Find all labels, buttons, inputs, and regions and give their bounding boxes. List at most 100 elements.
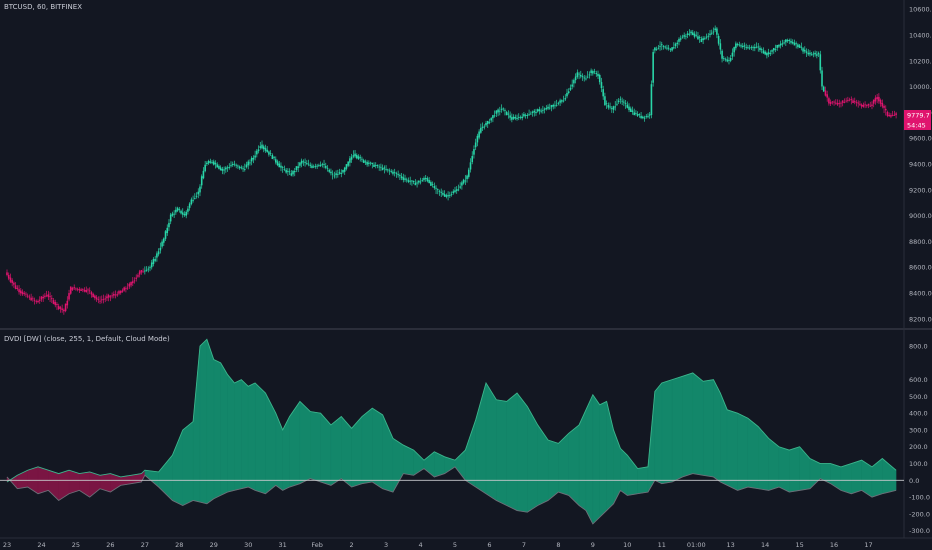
candle-body [554, 105, 556, 107]
candle-body [754, 47, 756, 49]
candle-body [735, 43, 737, 49]
candle-body [698, 37, 701, 38]
candle-body [878, 96, 880, 102]
candle-body [467, 169, 470, 177]
price-tick-label: 8600.0 [909, 264, 932, 272]
candle-body [187, 208, 189, 212]
candle-body [404, 178, 406, 180]
candle-body [111, 295, 113, 297]
candle-body [821, 70, 823, 87]
candle-body [323, 164, 325, 165]
price-axis: 10600.010400.010200.010000.09800.09600.0… [909, 6, 932, 324]
candle-body [383, 167, 386, 169]
candle-body [181, 212, 184, 215]
candle-body [92, 293, 94, 298]
candle-body [803, 49, 806, 52]
candle-body [869, 105, 872, 107]
candle-body [461, 182, 463, 186]
indicator-tick-label: 600.0 [909, 376, 928, 384]
last-price-label: 9779.7 [907, 112, 930, 120]
candle-body [888, 114, 891, 117]
candle-body [840, 102, 842, 104]
candle-body [407, 180, 410, 183]
candle-body [793, 42, 796, 46]
candle-body [566, 92, 568, 97]
cloud-segment [172, 429, 183, 506]
candle-body [59, 307, 62, 309]
candle-body [440, 191, 443, 193]
candle-body [785, 39, 787, 43]
candle-body [676, 42, 679, 44]
candle-body [511, 117, 513, 120]
cloud-segment [248, 382, 256, 491]
candle-body [638, 114, 641, 116]
cloud-segment [654, 382, 662, 484]
candle-body [723, 58, 725, 59]
candle-body [679, 38, 682, 40]
candle-body [750, 47, 753, 48]
candle-body [890, 114, 892, 117]
candle-body [557, 102, 560, 104]
candle-body [335, 173, 337, 175]
candle-body [131, 281, 134, 284]
candle-body [697, 36, 699, 40]
candle-body [373, 164, 375, 167]
candle-body [44, 295, 46, 297]
candle-body [38, 299, 41, 301]
candle-body [707, 35, 710, 37]
candle-body [63, 309, 65, 312]
candle-body [474, 142, 477, 148]
candle-body [269, 153, 272, 155]
indicator-tick-label: 300.0 [909, 426, 928, 434]
cloud-segment [485, 382, 497, 501]
candle-body [14, 285, 17, 289]
candle-body [607, 104, 610, 108]
candle-body [486, 120, 489, 124]
time-tick-label: 3 [384, 541, 388, 549]
candle-body [388, 170, 391, 172]
candle-body [874, 97, 877, 102]
candle-body [180, 210, 182, 214]
candle-body [433, 185, 436, 188]
candle-body [454, 190, 456, 192]
candle-body [485, 122, 487, 126]
candle-body [847, 100, 849, 101]
candle-body [866, 105, 868, 107]
candle-body [207, 160, 210, 164]
cloud-segment [547, 439, 559, 501]
candle-body [590, 70, 592, 74]
candle-body [197, 191, 200, 195]
cloud-segment [727, 409, 738, 491]
candle-body [631, 110, 634, 112]
candle-body [533, 110, 536, 113]
candle-body [691, 32, 694, 36]
candle-body [23, 293, 26, 294]
time-axis: 23 24 25 26 27 28 29 30 31 Feb 2 3 4 5 6 7 8 9 10 11 01:00 13… [3, 541, 873, 549]
time-tick-label: 31 [279, 541, 287, 549]
candle-body [219, 167, 222, 171]
cloud-segment [568, 424, 580, 506]
time-tick-label: 8 [556, 541, 560, 549]
candle-body [812, 53, 815, 55]
candle-body [202, 170, 205, 179]
candle-body [829, 102, 832, 105]
candle-body [857, 102, 859, 104]
candle-body [564, 98, 567, 100]
price-tick-label: 9600.0 [909, 135, 932, 143]
cloud-segment [768, 437, 780, 491]
candle-body [517, 116, 520, 118]
candle-body [748, 47, 751, 49]
candle-body [318, 165, 320, 167]
candle-body [690, 31, 692, 34]
candle-body [659, 46, 661, 47]
candle-body [526, 114, 529, 116]
indicator-tick-label: 500.0 [909, 393, 928, 401]
candle-body [297, 166, 299, 168]
candle-body [281, 167, 284, 169]
candle-body [879, 99, 882, 104]
candle-body [152, 259, 155, 264]
candle-body [881, 102, 884, 107]
candle-body [316, 165, 318, 167]
candle-body [757, 46, 760, 48]
